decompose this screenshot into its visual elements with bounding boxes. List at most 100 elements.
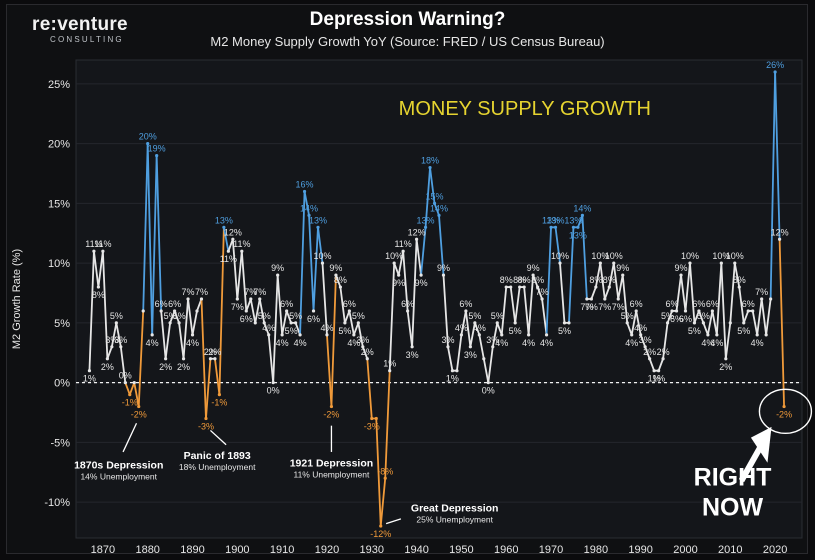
- point-label: 3%: [441, 335, 454, 345]
- data-point: [625, 321, 629, 325]
- annotation-subtitle: 25% Unemployment: [416, 515, 493, 525]
- series-segment: [281, 310, 288, 336]
- point-label: 4%: [522, 338, 535, 348]
- point-label: 6%: [240, 314, 253, 324]
- series-segment: [442, 274, 449, 348]
- point-label: 3%: [486, 335, 499, 345]
- data-point: [630, 333, 634, 337]
- series-segment: [657, 357, 664, 372]
- point-label: 6%: [155, 299, 168, 309]
- series-segment: [774, 71, 781, 241]
- point-label: -3%: [198, 422, 214, 432]
- data-point: [594, 285, 598, 289]
- series-segment: [469, 321, 476, 348]
- point-label: 5%: [164, 311, 177, 321]
- point-label: 6%: [692, 299, 705, 309]
- data-point: [441, 273, 446, 277]
- data-point: [567, 321, 571, 325]
- data-point: [495, 321, 499, 325]
- series-segment: [729, 262, 736, 324]
- series-segment: [666, 310, 673, 324]
- series-segment: [612, 262, 620, 300]
- data-point: [692, 321, 697, 325]
- data-point: [397, 273, 401, 277]
- series-segment: [357, 321, 364, 348]
- point-label: 4%: [320, 323, 333, 333]
- data-point: [553, 225, 558, 229]
- series-segment: [509, 286, 517, 324]
- series-segment: [106, 345, 113, 360]
- series-segment: [326, 333, 333, 408]
- point-label: 26%: [766, 60, 784, 70]
- series-segment: [733, 262, 741, 288]
- point-label: 7%: [612, 302, 625, 312]
- point-label: 5%: [110, 311, 123, 321]
- series-segment: [330, 274, 337, 408]
- series-segment: [559, 262, 566, 324]
- point-label: 13%: [542, 215, 560, 225]
- data-point: [276, 273, 280, 277]
- data-point: [589, 297, 593, 301]
- data-point: [222, 225, 226, 229]
- data-point: [777, 237, 782, 241]
- plot-area: [75, 59, 803, 539]
- data-point: [217, 393, 222, 397]
- data-point: [710, 309, 714, 313]
- point-label: 3%: [639, 335, 652, 345]
- series-segment: [128, 381, 136, 396]
- data-point: [580, 213, 585, 217]
- data-point: [343, 321, 347, 325]
- point-label: 6%: [706, 299, 719, 309]
- series-segment: [258, 298, 266, 324]
- series-segment: [433, 202, 440, 217]
- point-label: 14%: [573, 203, 591, 213]
- data-point: [706, 333, 710, 337]
- data-point: [258, 297, 262, 301]
- series-segment: [146, 142, 154, 336]
- data-point: [401, 249, 405, 253]
- point-label: 11%: [94, 239, 111, 249]
- point-label: 13%: [215, 215, 233, 225]
- point-label: 8%: [500, 275, 513, 285]
- point-label: 11%: [220, 254, 237, 264]
- data-point: [388, 369, 392, 373]
- series-segment: [335, 274, 342, 288]
- point-label: 4%: [347, 338, 360, 348]
- point-label: 4%: [710, 338, 723, 348]
- annotation-title: 1870s Depression: [74, 460, 163, 472]
- point-label: 9%: [329, 263, 342, 273]
- data-point: [280, 333, 284, 337]
- series-segment: [532, 274, 539, 288]
- series-segment: [527, 274, 535, 336]
- point-label: 8%: [518, 275, 531, 285]
- y-tick-label: -10%: [44, 497, 70, 509]
- data-point: [679, 273, 683, 277]
- point-label: 5%: [661, 311, 674, 321]
- point-label: 9%: [437, 263, 450, 273]
- x-tick-label: 1960: [494, 544, 518, 556]
- point-label: 7%: [195, 287, 208, 297]
- data-point: [141, 309, 145, 313]
- data-point: [522, 285, 526, 289]
- series-segment: [267, 333, 275, 384]
- x-tick-label: 1880: [135, 544, 159, 556]
- point-label: -2%: [131, 410, 147, 420]
- callout-line2: NOW: [702, 493, 764, 521]
- series-segment: [263, 321, 270, 336]
- data-point: [87, 369, 92, 373]
- data-point: [267, 333, 271, 337]
- point-label: -1%: [122, 398, 138, 408]
- point-label: 2%: [657, 347, 670, 357]
- series-segment: [352, 321, 360, 336]
- point-label: 5%: [688, 326, 701, 336]
- data-point: [186, 297, 190, 301]
- point-label: 5%: [621, 311, 634, 321]
- point-label: 5%: [509, 326, 522, 336]
- series-segment: [626, 321, 633, 336]
- data-point: [459, 333, 464, 337]
- point-label: 5%: [491, 311, 504, 321]
- point-label: 3%: [114, 335, 127, 345]
- data-point: [262, 321, 266, 325]
- point-label: 8%: [92, 290, 105, 300]
- series-segment: [594, 262, 602, 288]
